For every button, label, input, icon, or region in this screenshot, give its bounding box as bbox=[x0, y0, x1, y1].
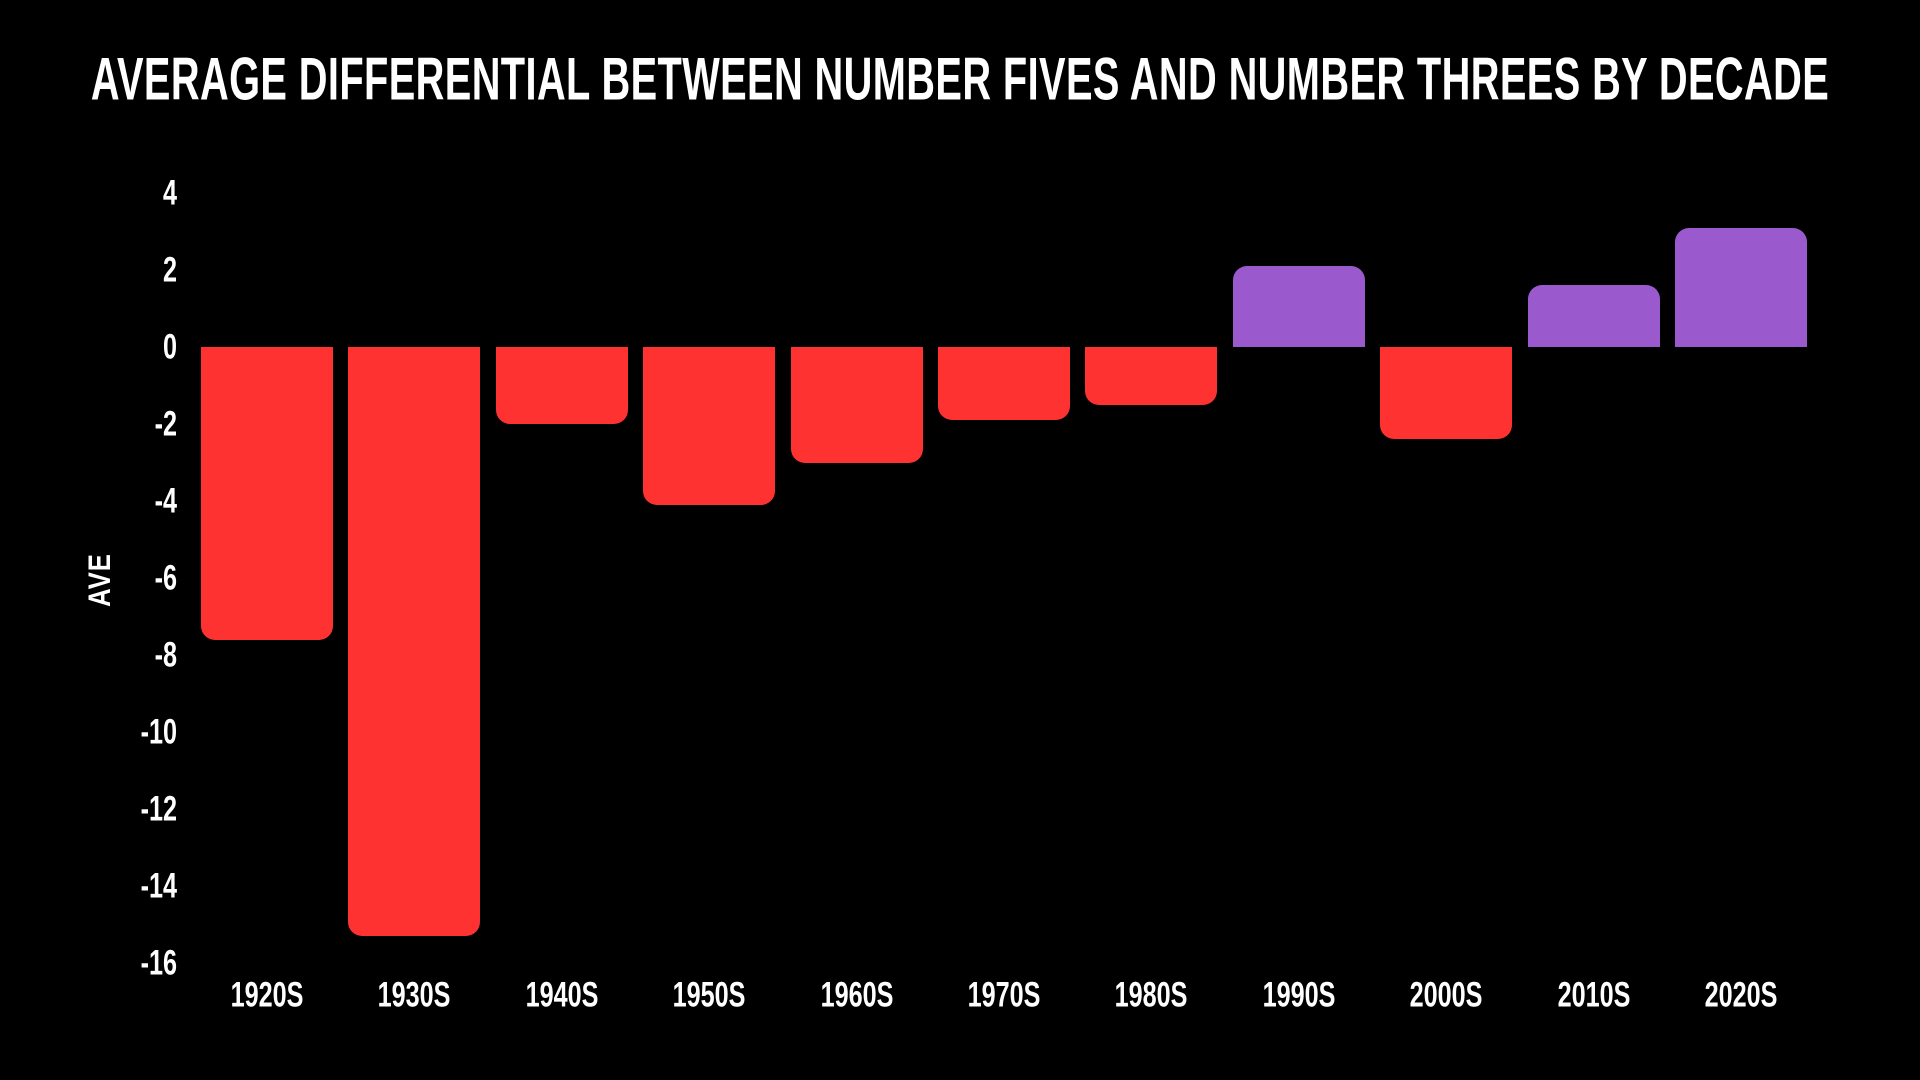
x-tick-label: 2010S bbox=[1557, 975, 1631, 1014]
x-tick-label: 1920S bbox=[230, 975, 304, 1014]
bar-2010s bbox=[1527, 285, 1660, 347]
bar-1920s bbox=[201, 347, 333, 640]
x-tick-label: 1960S bbox=[820, 975, 894, 1014]
x-tick-label: 1970S bbox=[967, 975, 1041, 1014]
y-tick-label: -8 bbox=[154, 635, 177, 674]
y-tick-label: -16 bbox=[140, 943, 177, 982]
y-tick-label: -2 bbox=[154, 404, 177, 443]
x-tick-label: 1990S bbox=[1262, 975, 1336, 1014]
bar-2000s bbox=[1380, 347, 1513, 440]
bar-1960s bbox=[790, 347, 923, 463]
bar-1980s bbox=[1085, 347, 1218, 405]
bar-1940s bbox=[495, 347, 628, 424]
y-tick-label: 0 bbox=[162, 327, 177, 366]
x-tick-label: 1950S bbox=[672, 975, 746, 1014]
bar-2020s bbox=[1675, 227, 1807, 347]
bar-1930s bbox=[348, 347, 481, 937]
bar-1990s bbox=[1232, 266, 1365, 347]
x-tick-label: 2000S bbox=[1409, 975, 1483, 1014]
chart-title: AVERAGE DIFFERENTIAL BETWEEN NUMBER FIVE… bbox=[90, 45, 1830, 113]
x-tick-label: 1980S bbox=[1114, 975, 1188, 1014]
y-tick-label: 4 bbox=[162, 173, 177, 212]
y-tick-label: -4 bbox=[154, 481, 177, 520]
y-tick-label: 2 bbox=[162, 250, 177, 289]
x-tick-label: 1930S bbox=[377, 975, 451, 1014]
x-tick-label: 1940S bbox=[525, 975, 599, 1014]
bar-1970s bbox=[938, 347, 1070, 421]
y-tick-label: -10 bbox=[140, 712, 177, 751]
y-tick-label: -12 bbox=[140, 789, 177, 828]
y-tick-label: -14 bbox=[140, 866, 177, 905]
y-tick-label: -6 bbox=[154, 558, 177, 597]
bar-1950s bbox=[643, 347, 776, 505]
x-tick-label: 2020S bbox=[1704, 975, 1778, 1014]
